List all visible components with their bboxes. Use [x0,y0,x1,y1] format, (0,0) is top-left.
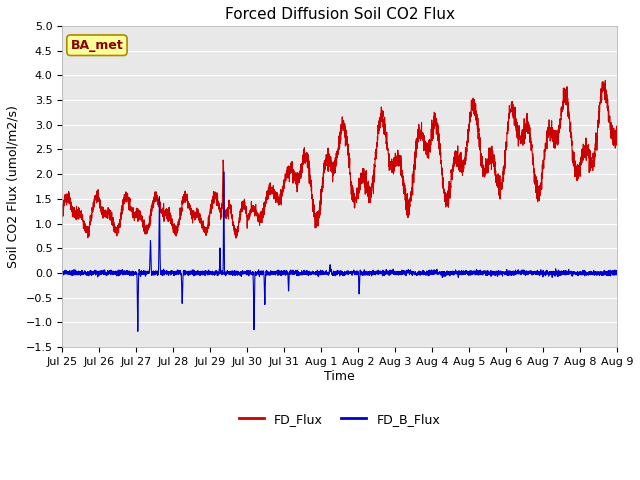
Text: BA_met: BA_met [70,39,124,52]
FD_B_Flux [596,269,604,275]
FD_B_Flux [220,169,228,175]
Legend: FD_Flux, FD_B_Flux: FD_Flux, FD_B_Flux [234,408,445,431]
Y-axis label: Soil CO2 Flux (umol/m2/s): Soil CO2 Flux (umol/m2/s) [7,105,20,268]
FD_B_Flux [322,268,330,274]
X-axis label: Time: Time [324,370,355,383]
Title: Forced Diffusion Soil CO2 Flux: Forced Diffusion Soil CO2 Flux [225,7,454,22]
FD_Flux [461,152,469,158]
Line: FD_Flux: FD_Flux [62,80,617,238]
FD_Flux [613,133,621,139]
FD_B_Flux [296,271,304,276]
FD_Flux [291,172,299,178]
Line: FD_B_Flux: FD_B_Flux [62,172,617,331]
FD_B_Flux [292,267,300,273]
FD_Flux [568,157,576,163]
FD_B_Flux [58,271,66,276]
FD_B_Flux [613,269,621,275]
FD_B_Flux [134,328,141,334]
FD_Flux [322,159,330,165]
FD_Flux [296,169,303,175]
FD_Flux [596,99,604,105]
FD_Flux [232,235,240,241]
FD_B_Flux [568,271,576,277]
FD_Flux [602,77,609,83]
FD_Flux [58,214,66,220]
FD_B_Flux [461,270,469,276]
